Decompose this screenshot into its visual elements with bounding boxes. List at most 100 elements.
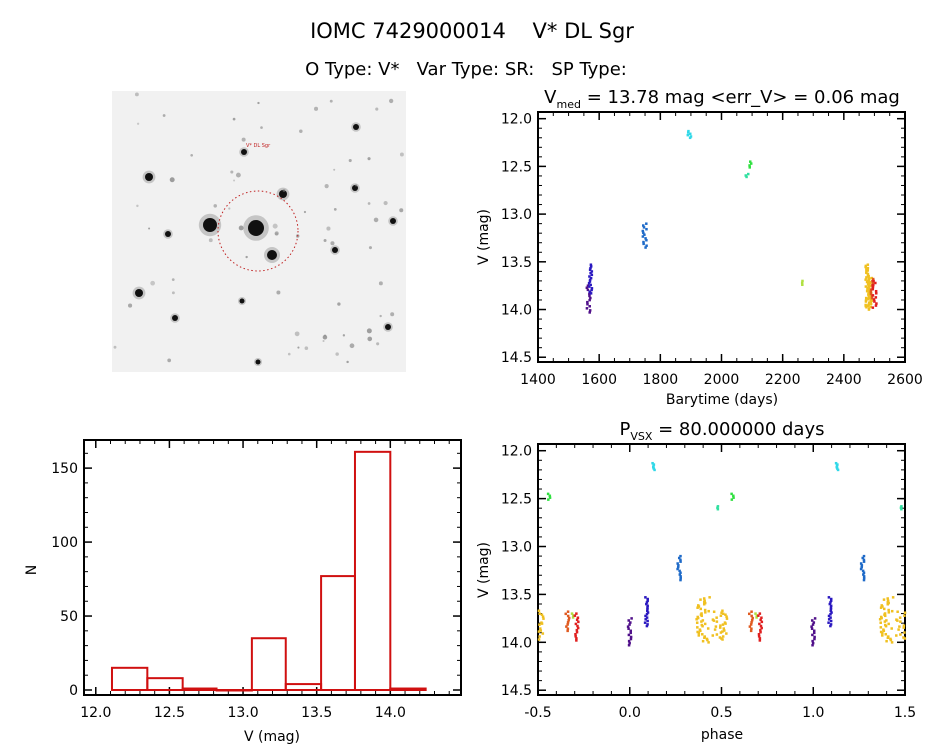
data-point	[589, 283, 592, 287]
data-point	[744, 174, 748, 177]
data-point	[874, 296, 878, 299]
data-point	[628, 623, 631, 626]
data-point	[702, 603, 706, 606]
data-point	[887, 608, 890, 612]
data-point	[879, 606, 883, 609]
data-point	[749, 629, 753, 633]
y-axis-label: N	[24, 565, 40, 575]
data-point	[575, 630, 579, 634]
star-field	[113, 92, 404, 366]
star	[390, 218, 396, 224]
data-point	[646, 604, 649, 608]
data-point	[646, 619, 649, 623]
data-point	[589, 276, 593, 280]
star	[378, 281, 383, 286]
data-point	[701, 624, 704, 628]
data-point	[721, 623, 725, 626]
y-tick-label: 13.0	[501, 207, 532, 223]
data-point	[874, 289, 878, 293]
data-point	[864, 300, 868, 303]
data-point	[869, 288, 873, 291]
data-point	[829, 606, 833, 609]
star	[385, 324, 391, 330]
data-point	[711, 634, 715, 637]
data-point	[576, 616, 580, 619]
star	[255, 359, 261, 365]
y-tick-label: 13.5	[501, 255, 532, 271]
data-point	[588, 305, 591, 308]
star	[165, 231, 171, 237]
data-point	[724, 613, 727, 616]
data-point	[590, 287, 594, 290]
data-point	[703, 608, 707, 612]
histogram-bar	[389, 687, 427, 691]
data-point	[873, 300, 876, 303]
data-point	[813, 635, 816, 639]
data-point	[677, 564, 680, 567]
x-tick-label: 0.5	[710, 705, 732, 721]
data-point	[695, 621, 699, 624]
data-point	[867, 274, 870, 278]
data-point	[865, 271, 868, 275]
data-point	[836, 468, 840, 472]
star	[150, 280, 155, 286]
data-point	[566, 629, 569, 633]
star	[329, 99, 333, 103]
data-point	[725, 632, 728, 635]
x-axis-label: V (mag)	[244, 729, 300, 745]
data-point	[676, 565, 680, 569]
x-tick-label: 2000	[704, 372, 740, 388]
data-point	[869, 305, 873, 308]
data-point	[859, 562, 863, 565]
data-point	[882, 598, 886, 601]
data-point	[871, 306, 875, 309]
data-point	[829, 607, 833, 611]
data-point	[810, 619, 814, 622]
star	[376, 342, 380, 346]
data-point	[898, 625, 901, 628]
data-point	[629, 637, 633, 641]
data-point	[566, 627, 570, 630]
data-point	[872, 279, 875, 283]
data-point	[716, 507, 720, 511]
data-point	[695, 618, 698, 621]
star	[113, 345, 117, 349]
data-point	[755, 614, 759, 617]
star	[379, 314, 382, 318]
data-point	[645, 624, 649, 628]
data-point	[886, 603, 889, 606]
title-rest: = 80.000000 days	[652, 419, 824, 440]
data-point	[862, 571, 866, 574]
data-point	[575, 628, 579, 632]
data-point	[747, 172, 750, 176]
y-tick-label: 50	[60, 609, 78, 625]
star	[303, 210, 307, 214]
data-point	[712, 610, 716, 613]
data-point	[867, 297, 870, 301]
data-point	[875, 292, 878, 295]
data-point	[586, 300, 589, 304]
data-point	[874, 304, 878, 307]
data-point	[537, 630, 541, 633]
data-point	[645, 612, 649, 616]
data-point	[653, 468, 656, 472]
data-point	[827, 614, 831, 618]
data-point	[627, 619, 630, 622]
y-tick-label: 12.0	[501, 112, 532, 128]
star	[354, 184, 358, 187]
data-point	[865, 306, 868, 309]
data-point	[869, 290, 873, 294]
data-point	[897, 628, 900, 631]
star	[245, 255, 248, 259]
data-point	[573, 614, 577, 617]
data-point	[758, 639, 762, 642]
y-tick-label: 14.5	[501, 350, 532, 366]
data-point	[721, 635, 725, 638]
data-point	[642, 242, 645, 246]
data-point	[828, 602, 832, 606]
data-point	[627, 633, 631, 637]
data-point	[755, 616, 758, 619]
y-tick-label: 14.0	[501, 635, 532, 651]
